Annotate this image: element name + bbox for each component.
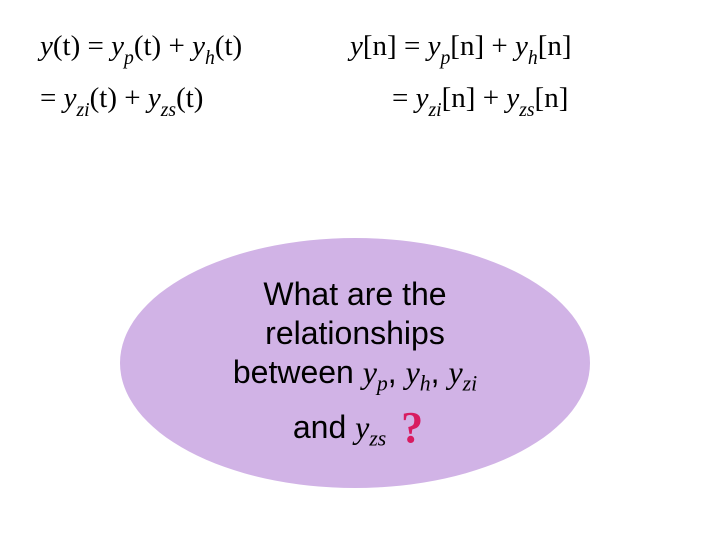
question-mark: ? — [401, 403, 423, 452]
dt-eq-line1: y[n] = yp[n] + yh[n] — [350, 30, 700, 68]
question-text: What are the relationships between yp, y… — [193, 275, 517, 452]
discrete-time-eqs: y[n] = yp[n] + yh[n] = yzi[n] + yzs[n] — [350, 30, 700, 120]
ct-eq-line1: y(t) = yp(t) + yh(t) — [40, 30, 340, 68]
question-bubble: What are the relationships between yp, y… — [120, 238, 590, 488]
dt-eq-line2: = yzi[n] + yzs[n] — [350, 82, 700, 120]
continuous-time-eqs: y(t) = yp(t) + yh(t) = yzi(t) + yzs(t) — [40, 30, 340, 120]
equations-block: y(t) = yp(t) + yh(t) = yzi(t) + yzs(t) y… — [0, 30, 720, 120]
ct-eq-line2: = yzi(t) + yzs(t) — [40, 82, 340, 120]
